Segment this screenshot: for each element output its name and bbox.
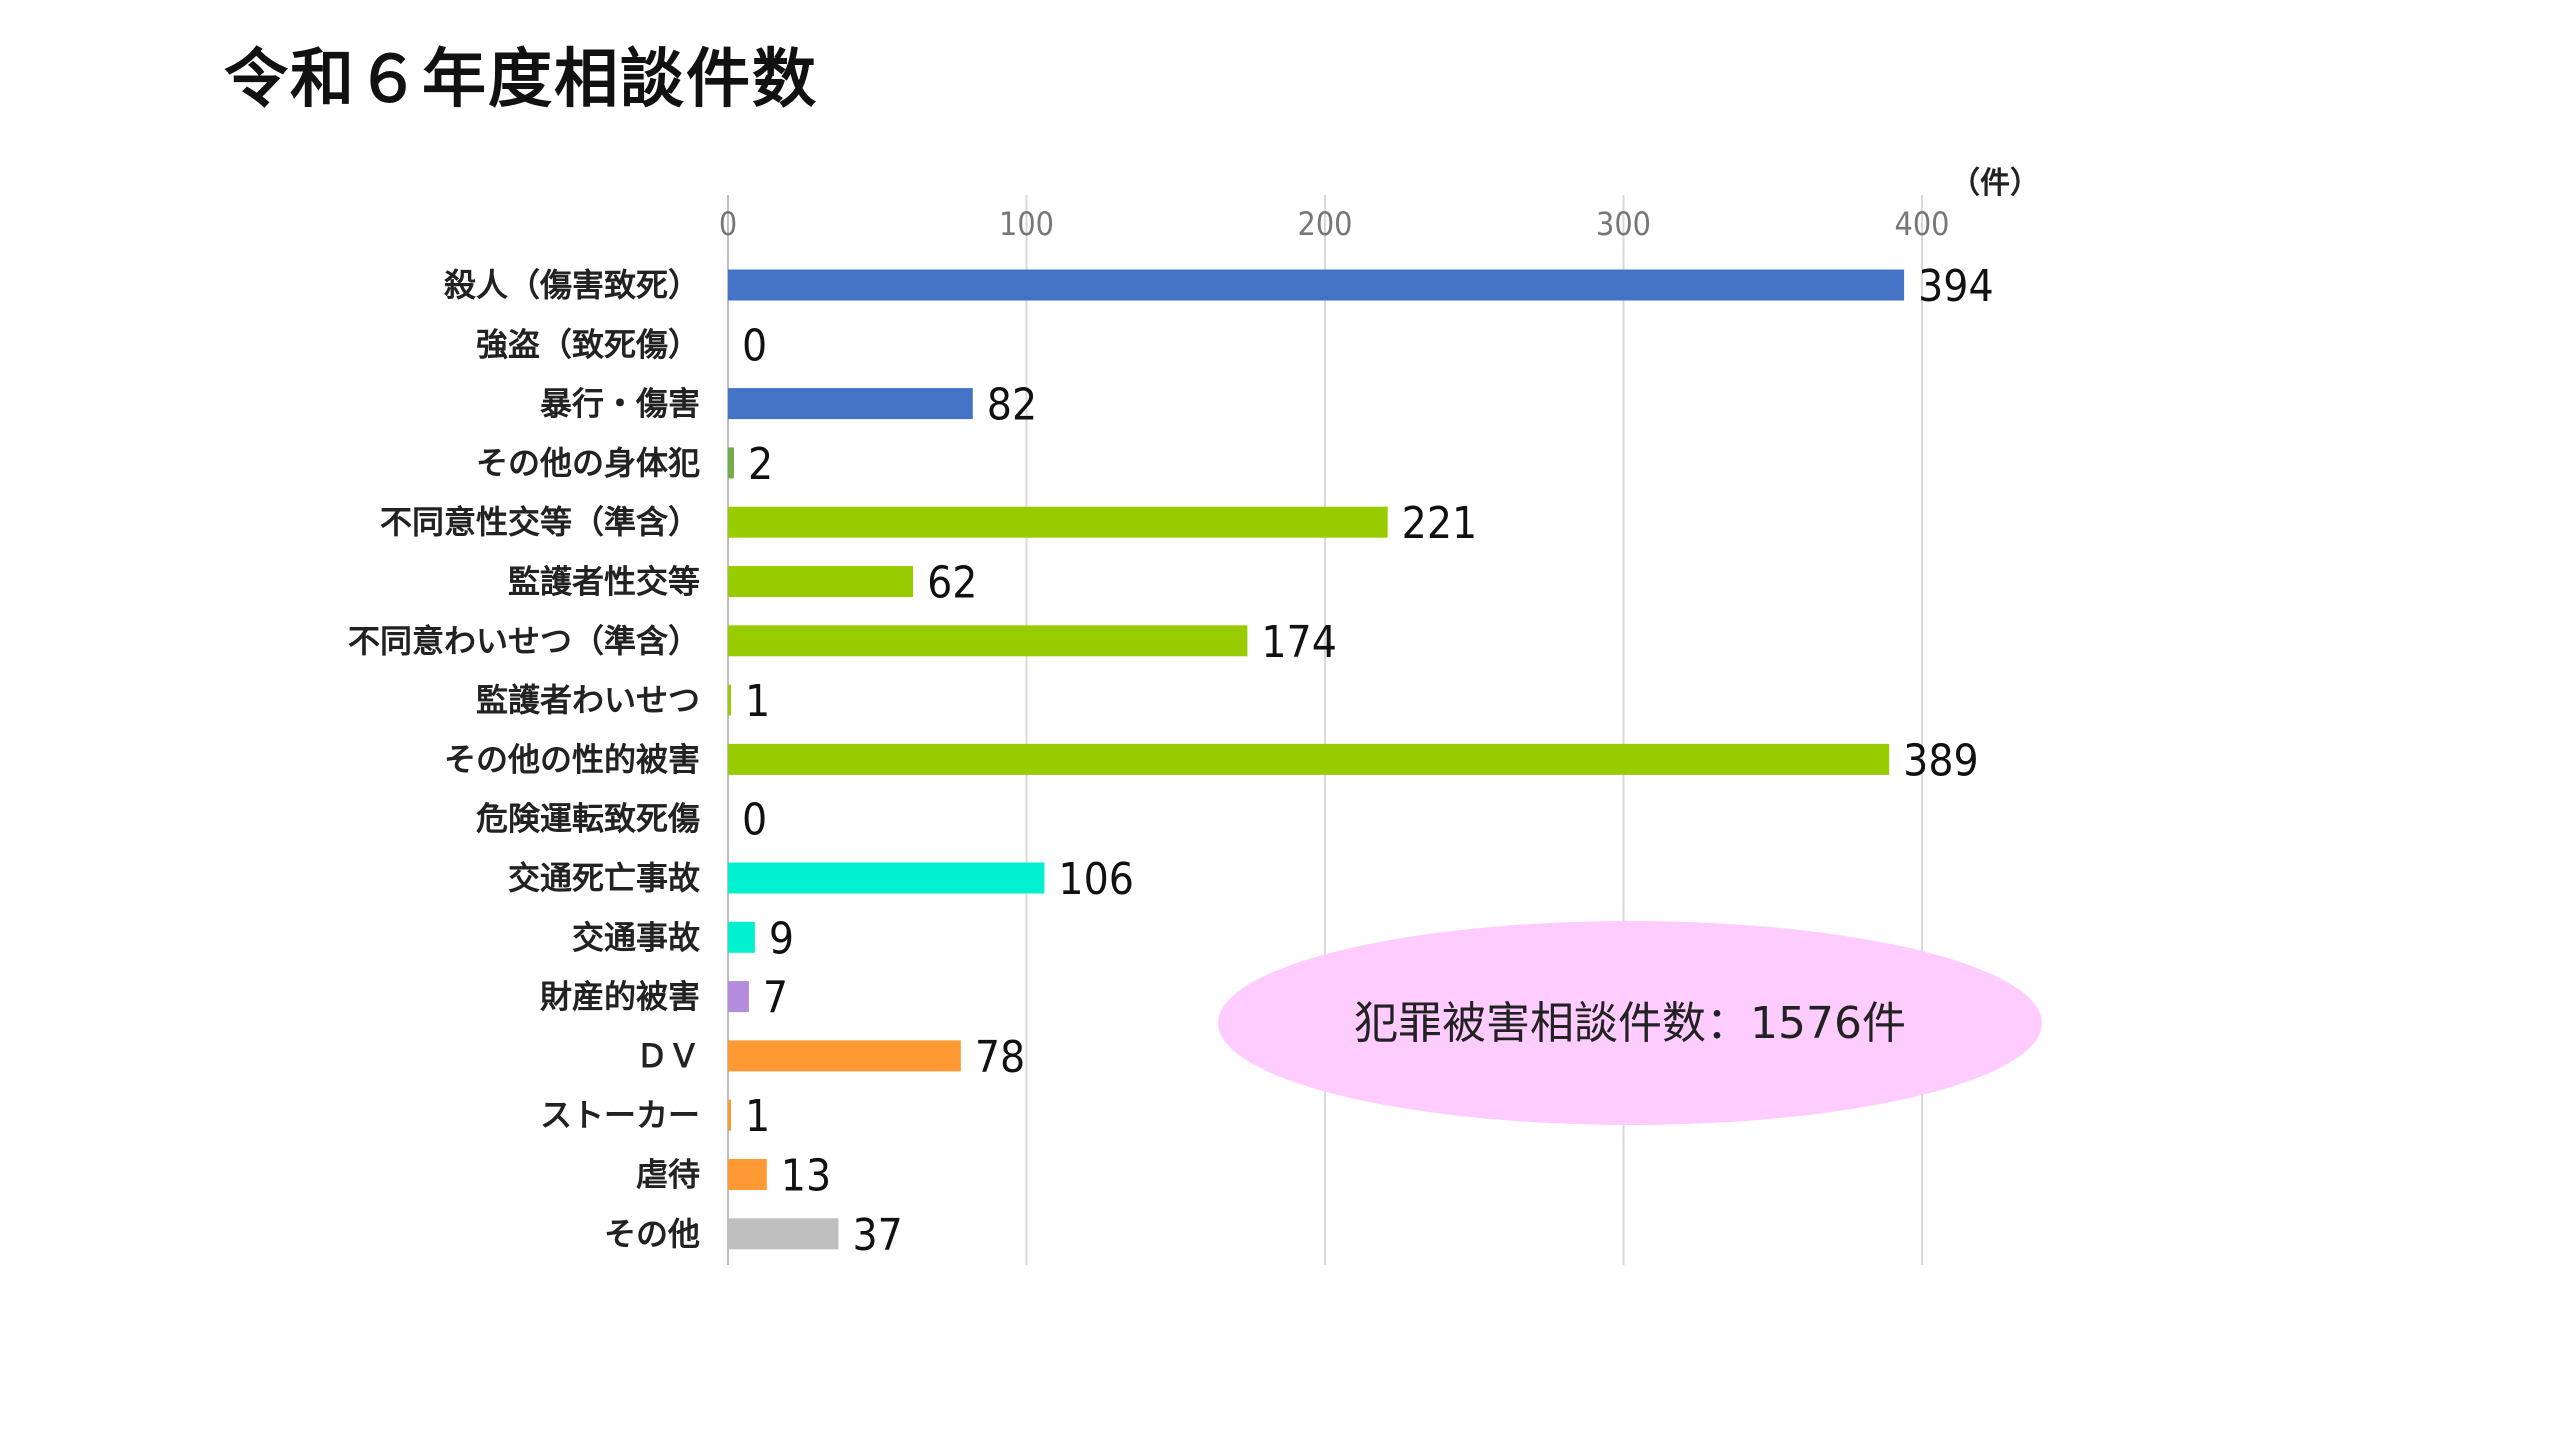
bar-4 [728, 506, 1388, 538]
category-label-5: 監護者性交等 [508, 563, 700, 601]
category-label-3: その他の身体犯 [476, 444, 700, 482]
tick-label-0: 0 [719, 205, 737, 243]
value-label-10: 106 [1058, 854, 1134, 905]
value-label-8: 389 [1903, 735, 1979, 786]
bar-0 [728, 269, 1905, 301]
category-label-15: 虐待 [636, 1156, 700, 1194]
value-label-15: 13 [781, 1151, 831, 1202]
bar-7 [728, 684, 731, 716]
chart-title: 令和６年度相談件数 [224, 43, 818, 117]
value-label-13: 78 [975, 1032, 1025, 1083]
bar-14 [728, 1099, 731, 1131]
category-label-9: 危険運転致死傷 [476, 800, 700, 838]
tick-label-100: 100 [999, 205, 1054, 243]
category-label-14: ストーカー [540, 1096, 700, 1134]
value-label-3: 2 [748, 439, 773, 490]
category-label-7: 監護者わいせつ [476, 681, 700, 719]
value-label-0: 394 [1918, 261, 1994, 312]
bar-11 [728, 921, 755, 953]
category-label-2: 暴行・傷害 [540, 385, 700, 423]
category-label-0: 殺人（傷害致死） [444, 266, 700, 304]
x-axis-ticks: 0 100 200 300 400 [719, 205, 1950, 243]
tick-label-300: 300 [1596, 205, 1651, 243]
bar-13 [728, 1040, 961, 1072]
value-label-9: 0 [742, 795, 767, 846]
bar-15 [728, 1159, 767, 1190]
category-label-13: ＤＶ [636, 1037, 700, 1075]
category-label-12: 財産的被害 [540, 978, 700, 1016]
category-label-11: 交通事故 [572, 918, 700, 956]
value-label-11: 9 [769, 913, 794, 964]
total-annotation-text: 犯罪被害相談件数：1576件 [1354, 998, 1906, 1049]
bar-2 [728, 388, 973, 420]
bar-5 [728, 566, 914, 597]
value-label-5: 62 [927, 558, 977, 609]
value-label-16: 37 [852, 1210, 902, 1261]
category-label-4: 不同意性交等（準含） [380, 503, 700, 541]
value-label-4: 221 [1402, 498, 1478, 549]
value-label-1: 0 [742, 320, 767, 371]
value-label-6: 174 [1261, 617, 1337, 668]
total-annotation-ellipse [1218, 921, 2042, 1125]
category-label-6: 不同意わいせつ（準含） [348, 622, 700, 660]
value-label-7: 1 [745, 676, 770, 727]
category-label-16: その他 [604, 1215, 700, 1253]
bar-3 [728, 447, 734, 479]
bars [728, 269, 1905, 1250]
bar-6 [728, 625, 1248, 657]
unit-label: （件） [1950, 166, 2040, 201]
bar-16 [728, 1218, 839, 1250]
category-label-10: 交通死亡事故 [508, 859, 700, 897]
value-label-12: 7 [763, 973, 788, 1024]
value-label-2: 82 [987, 380, 1037, 431]
tick-label-200: 200 [1298, 205, 1353, 243]
category-label-8: その他の性的被害 [444, 740, 700, 778]
category-label-1: 強盗（致死傷） [476, 325, 700, 363]
bar-12 [728, 981, 749, 1013]
bar-10 [728, 862, 1045, 894]
value-label-14: 1 [745, 1091, 770, 1142]
total-annotation: 犯罪被害相談件数：1576件 [1218, 921, 2042, 1125]
bar-8 [728, 743, 1890, 775]
tick-label-400: 400 [1895, 205, 1950, 243]
